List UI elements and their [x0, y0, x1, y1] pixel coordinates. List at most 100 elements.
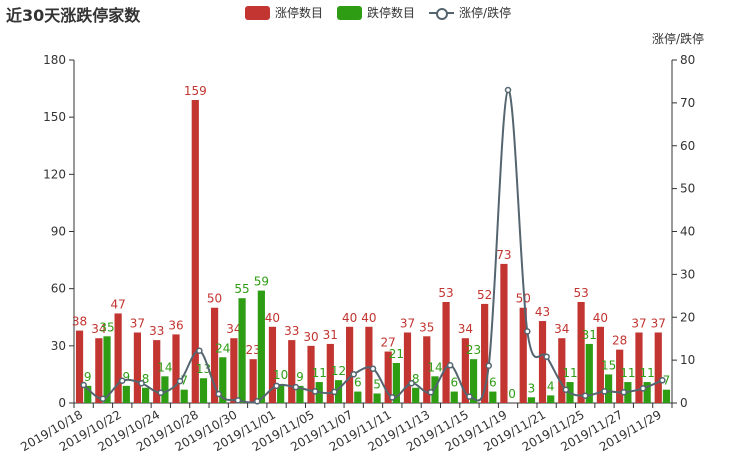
bar-limit-down[interactable] [277, 383, 285, 403]
bar-limit-up[interactable] [577, 302, 585, 403]
ratio-point[interactable] [485, 362, 492, 369]
bar-limit-up[interactable] [635, 332, 643, 403]
ratio-point[interactable] [311, 388, 319, 395]
ratio-point[interactable] [581, 392, 589, 399]
legend[interactable]: 涨停数目 跌停数目 涨停/跌停 [245, 4, 511, 21]
bar-limit-down[interactable] [643, 382, 651, 403]
ratio-point[interactable] [524, 328, 531, 335]
bar-limit-up[interactable] [230, 338, 238, 403]
bar-limit-down[interactable] [527, 397, 536, 403]
bar-limit-up[interactable] [75, 330, 84, 403]
ratio-point[interactable] [118, 377, 126, 384]
bar-limit-up[interactable] [596, 326, 604, 403]
legend-item-limit-up[interactable]: 涨停数目 [245, 4, 323, 21]
bar-limit-down[interactable] [142, 387, 150, 403]
ratio-point[interactable] [639, 385, 647, 392]
bar-limit-down[interactable] [219, 357, 227, 403]
bar-limit-down[interactable] [103, 336, 111, 403]
bar-limit-up[interactable] [500, 263, 508, 403]
ratio-point[interactable] [80, 381, 87, 389]
bar-limit-down[interactable] [662, 389, 671, 403]
bar-limit-down[interactable] [296, 385, 304, 403]
ratio-point[interactable] [215, 390, 222, 398]
bar-label-limit-up: 34 [226, 322, 241, 336]
bar-limit-down[interactable] [392, 362, 400, 403]
ratio-point[interactable] [138, 380, 145, 387]
bar-limit-up[interactable] [616, 349, 624, 403]
bar-limit-up[interactable] [442, 302, 450, 403]
bar-limit-up[interactable] [538, 321, 547, 403]
ratio-point[interactable] [331, 388, 338, 396]
bar-limit-down[interactable] [180, 389, 188, 403]
bar-label-limit-down: 7 [180, 374, 188, 388]
bar-limit-down[interactable] [257, 290, 265, 403]
bar-limit-up[interactable] [153, 340, 161, 403]
legend-item-limit-down[interactable]: 跌停数目 [337, 4, 415, 21]
bar-limit-down[interactable] [238, 298, 246, 403]
ratio-point[interactable] [196, 347, 203, 354]
bar-limit-down[interactable] [84, 385, 92, 403]
y2-tick-label: 60 [680, 139, 695, 153]
ratio-point[interactable] [620, 389, 628, 396]
ratio-point[interactable] [292, 383, 300, 391]
ratio-point[interactable] [157, 389, 165, 396]
bar-limit-down[interactable] [585, 343, 593, 403]
bar-label-limit-down: 23 [466, 343, 481, 357]
bar-limit-up[interactable] [403, 332, 412, 403]
bar-limit-up[interactable] [384, 351, 392, 403]
bar-limit-up[interactable] [249, 359, 257, 403]
bar-limit-down[interactable] [604, 374, 613, 403]
bar-limit-down[interactable] [354, 391, 362, 403]
ratio-point[interactable] [176, 377, 184, 385]
bar-limit-down[interactable] [469, 359, 478, 403]
bar-limit-up[interactable] [461, 338, 469, 403]
bar-limit-down[interactable] [334, 380, 343, 403]
bar-limit-up[interactable] [519, 307, 527, 403]
bar-label-limit-up: 28 [612, 334, 627, 348]
ratio-point[interactable] [254, 398, 261, 405]
ratio-point[interactable] [427, 389, 435, 396]
ratio-point[interactable] [466, 393, 473, 400]
bar-limit-down[interactable] [122, 385, 130, 403]
bar-limit-up[interactable] [288, 340, 296, 403]
bar-limit-up[interactable] [133, 332, 142, 403]
ratio-point[interactable] [234, 397, 242, 404]
bar-limit-down[interactable] [450, 391, 458, 403]
bar-limit-down[interactable] [373, 393, 381, 403]
bar-limit-up[interactable] [346, 326, 354, 403]
ratio-point[interactable] [350, 371, 357, 378]
bar-limit-up[interactable] [95, 338, 103, 403]
ratio-point[interactable] [543, 353, 550, 360]
bar-limit-up[interactable] [365, 326, 373, 403]
ratio-point[interactable] [99, 395, 107, 402]
bar-limit-up[interactable] [423, 336, 431, 403]
bar-limit-down[interactable] [547, 395, 555, 403]
bar-label-limit-down: 6 [354, 376, 362, 390]
bar-limit-down[interactable] [489, 391, 497, 403]
legend-item-ratio[interactable]: 涨停/跌停 [429, 4, 511, 21]
ratio-point[interactable] [369, 365, 377, 372]
ratio-point[interactable] [446, 362, 454, 369]
bar-limit-up[interactable] [114, 313, 122, 403]
bar-limit-down[interactable] [431, 376, 439, 403]
ratio-point[interactable] [408, 380, 415, 387]
ratio-point[interactable] [273, 382, 280, 390]
bar-limit-up[interactable] [172, 334, 180, 403]
bar-limit-up[interactable] [191, 100, 199, 404]
bar-limit-up[interactable] [326, 343, 334, 403]
bar-limit-down[interactable] [412, 387, 420, 403]
bar-limit-up[interactable] [481, 303, 489, 403]
bar-limit-up[interactable] [654, 332, 662, 403]
bar-limit-down[interactable] [161, 376, 169, 403]
ratio-point[interactable] [601, 388, 608, 395]
ratio-point[interactable] [389, 394, 396, 401]
ratio-point[interactable] [504, 86, 512, 94]
bar-limit-down[interactable] [199, 378, 208, 403]
bar-limit-up[interactable] [307, 345, 315, 403]
bar-limit-up[interactable] [558, 338, 566, 403]
bar-limit-up[interactable] [210, 307, 219, 403]
bar-limit-up[interactable] [268, 326, 277, 403]
ratio-point[interactable] [562, 386, 570, 393]
ratio-point[interactable] [659, 377, 666, 384]
